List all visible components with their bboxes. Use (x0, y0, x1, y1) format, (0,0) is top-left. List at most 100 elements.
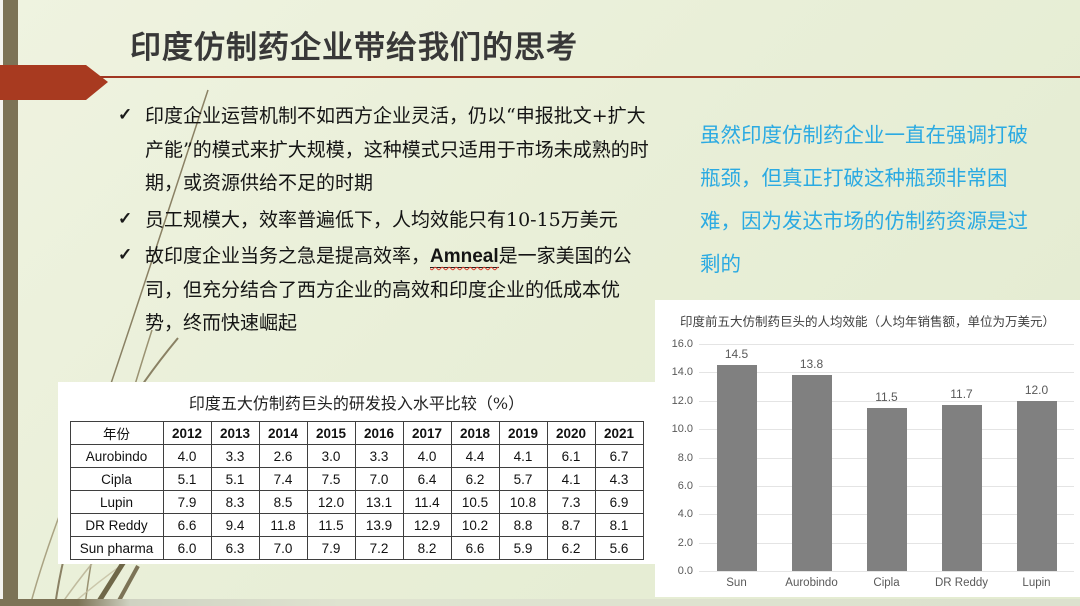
value-cell: 8.3 (210, 490, 260, 514)
chart-bar: 12.0 (1016, 383, 1057, 571)
chart-title: 印度前五大仿制药巨头的人均效能（人均年销售额，单位为万美元） (679, 315, 1055, 329)
value-cell: 12.0 (306, 490, 356, 514)
left-edge-strip (0, 0, 3, 606)
table-header-cell: 2012 (162, 421, 212, 445)
check-icon: ✓ (118, 105, 133, 124)
table-row: Sun pharma 6.0 6.3 7.0 7.9 7.2 8.2 6.6 5.9 6.2 5.6 (69, 536, 644, 560)
y-axis-tick-label: 10.0 (671, 423, 693, 436)
value-cell: 10.8 (498, 490, 548, 514)
company-name-cell: Cipla (69, 467, 164, 491)
value-cell: 6.6 (162, 513, 212, 537)
check-icon: ✓ (118, 208, 133, 228)
value-cell: 6.9 (594, 490, 644, 514)
chart-bar: 13.8 (791, 357, 832, 571)
chart-bar: 11.5 (866, 390, 907, 571)
company-name-cell: Sun pharma (69, 536, 164, 560)
left-olive-bar (3, 0, 18, 599)
table-header-cell: 2016 (354, 421, 404, 445)
table-header-cell: 2018 (450, 421, 500, 445)
value-cell: 7.0 (258, 536, 308, 560)
value-cell: 6.2 (546, 536, 596, 560)
value-cell: 4.0 (162, 444, 212, 468)
value-cell: 7.4 (258, 467, 308, 491)
x-axis-category-label: Aurobindo (785, 577, 838, 589)
value-cell: 4.4 (450, 444, 500, 468)
value-cell: 6.6 (450, 536, 500, 560)
value-cell: 6.1 (546, 444, 596, 468)
bottom-strip (0, 599, 1080, 606)
value-cell: 7.9 (306, 536, 356, 560)
value-cell: 5.1 (162, 467, 212, 491)
table-row: Lupin 7.9 8.3 8.5 12.0 13.1 11.4 10.5 10.8 7.3 6.9 (69, 490, 644, 514)
value-cell: 10.2 (450, 513, 500, 537)
value-cell: 5.6 (594, 536, 644, 560)
value-cell: 7.5 (306, 467, 356, 491)
efficiency-chart-card: 印度前五大仿制药巨头的人均效能（人均年销售额，单位为万美元） 16.0 14.0 1… (655, 300, 1080, 597)
bar-value-label: 13.8 (799, 357, 824, 372)
highlight-note: 虽然印度仿制药企业一直在强调打破瓶颈，但真正打破这种瓶颈非常困难，因为发达市场的… (700, 123, 1028, 276)
value-cell: 4.3 (594, 467, 644, 491)
bullet-text: 故印度企业当务之急是提高效率，Amneal是一家美国的公司，但充分结合了西方企业… (145, 240, 650, 341)
table-header-cell: 2020 (546, 421, 596, 445)
chart-gridline (699, 344, 1074, 345)
table-header-row: 年份 2012 2013 2014 2015 2016 2017 2018 2019 2020 20… (69, 421, 644, 445)
company-name-cell: DR Reddy (69, 513, 164, 537)
value-cell: 13.1 (354, 490, 404, 514)
value-cell: 4.0 (402, 444, 452, 468)
bar-slot: 13.8 (774, 344, 849, 571)
bar-slot: 11.7 (924, 344, 999, 571)
table-header-cell: 2015 (306, 421, 356, 445)
value-cell: 13.9 (354, 513, 404, 537)
bullet-item: ✓ 印度企业运营机制不如西方企业灵活，仍以“申报批文+扩大产能”的模式来扩大规模… (118, 100, 650, 201)
table-header-cell: 2017 (402, 421, 452, 445)
value-cell: 3.3 (354, 444, 404, 468)
value-cell: 6.3 (210, 536, 260, 560)
value-cell: 5.1 (210, 467, 260, 491)
value-cell: 10.5 (450, 490, 500, 514)
value-cell: 11.4 (402, 490, 452, 514)
rd-table: 年份 2012 2013 2014 2015 2016 2017 2018 2019 2020 20… (69, 421, 644, 560)
table-header-cell: 2014 (258, 421, 308, 445)
bullet-item: ✓ 员工规模大，效率普遍低下，人均效能只有10-15万美元 (118, 204, 650, 238)
bullet-list: ✓ 印度企业运营机制不如西方企业灵活，仍以“申报批文+扩大产能”的模式来扩大规模… (118, 100, 650, 344)
value-cell: 7.2 (354, 536, 404, 560)
bar-value-label: 11.7 (950, 387, 973, 402)
y-axis-tick-label: 0.0 (677, 565, 693, 577)
bullet-text-post: 是一家美国的公司，但充分结合了西方企业的高效和印度企业的低成本优势，终而快速崛起 (145, 245, 632, 334)
value-cell: 12.9 (402, 513, 452, 537)
company-name-cell: Aurobindo (69, 444, 164, 468)
value-cell: 11.8 (258, 513, 308, 537)
x-axis-category-label: DR Reddy (934, 577, 989, 589)
bullet-item: ✓ 故印度企业当务之急是提高效率，Amneal是一家美国的公司，但充分结合了西方… (118, 240, 650, 341)
chart-gridline (699, 400, 1074, 402)
value-cell: 6.4 (402, 467, 452, 491)
y-axis-tick-label: 8.0 (677, 451, 693, 464)
y-axis-tick-label: 2.0 (677, 536, 693, 549)
chart-bar: 14.5 (716, 347, 757, 571)
chart-bar: 11.7 (941, 387, 982, 571)
rd-table-card: 印度五大仿制药巨头的研发投入水平比较（%） 年份 2012 2013 2014 2015… (58, 382, 655, 564)
value-cell: 8.7 (546, 513, 596, 537)
x-axis-category-label: Sun (726, 577, 747, 589)
x-axis-category-label: Cipla (873, 577, 900, 589)
value-cell: 9.4 (210, 513, 260, 537)
check-icon: ✓ (118, 245, 133, 264)
value-cell: 8.5 (258, 490, 308, 514)
bar-value-label: 11.5 (875, 389, 898, 404)
bar-slot: 11.5 (849, 344, 924, 571)
value-cell: 6.0 (162, 536, 212, 560)
value-cell: 7.0 (354, 467, 404, 491)
bar-slot: 14.5 (699, 344, 774, 571)
value-cell: 7.3 (546, 490, 596, 514)
table-header-cell: 年份 (69, 421, 164, 445)
company-name-cell: Lupin (69, 490, 164, 514)
value-cell: 8.2 (402, 536, 452, 560)
chart-bars: 14.5 13.8 11.5 11.7 12.0 (699, 344, 1074, 571)
bar-value-label: 12.0 (1024, 382, 1049, 397)
y-axis-tick-label: 12.0 (671, 394, 693, 407)
x-axis-category-label: Lupin (1022, 577, 1051, 589)
y-axis-tick-label: 16.0 (671, 338, 693, 350)
table-header-cell: 2019 (498, 421, 548, 445)
value-cell: 3.0 (306, 444, 356, 468)
